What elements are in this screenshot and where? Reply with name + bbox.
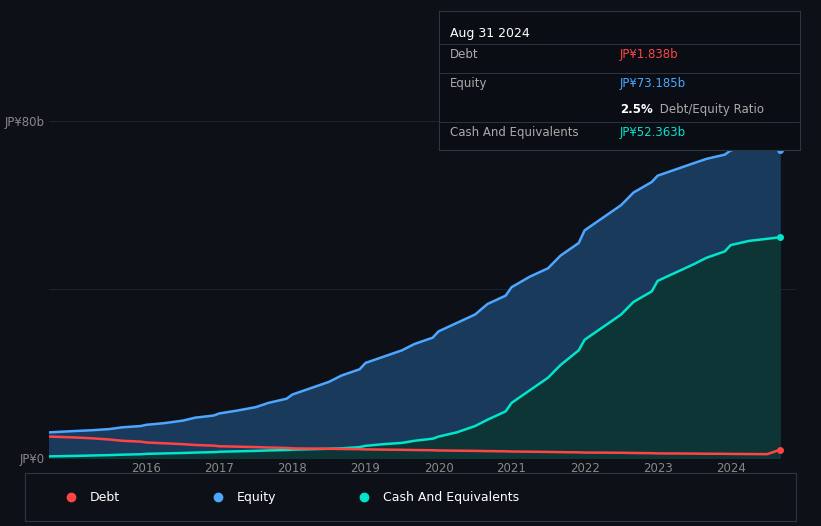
Text: Debt/Equity Ratio: Debt/Equity Ratio — [656, 103, 764, 116]
Text: 2.5%: 2.5% — [620, 103, 653, 116]
Text: Debt: Debt — [450, 48, 479, 61]
Text: JP¥73.185b: JP¥73.185b — [620, 77, 686, 90]
Text: Equity: Equity — [450, 77, 488, 90]
Text: Equity: Equity — [237, 491, 277, 503]
Text: Cash And Equivalents: Cash And Equivalents — [383, 491, 520, 503]
Text: Debt: Debt — [90, 491, 121, 503]
Text: Aug 31 2024: Aug 31 2024 — [450, 27, 530, 41]
Text: Cash And Equivalents: Cash And Equivalents — [450, 126, 579, 139]
Text: JP¥52.363b: JP¥52.363b — [620, 126, 686, 139]
Text: JP¥1.838b: JP¥1.838b — [620, 48, 678, 61]
